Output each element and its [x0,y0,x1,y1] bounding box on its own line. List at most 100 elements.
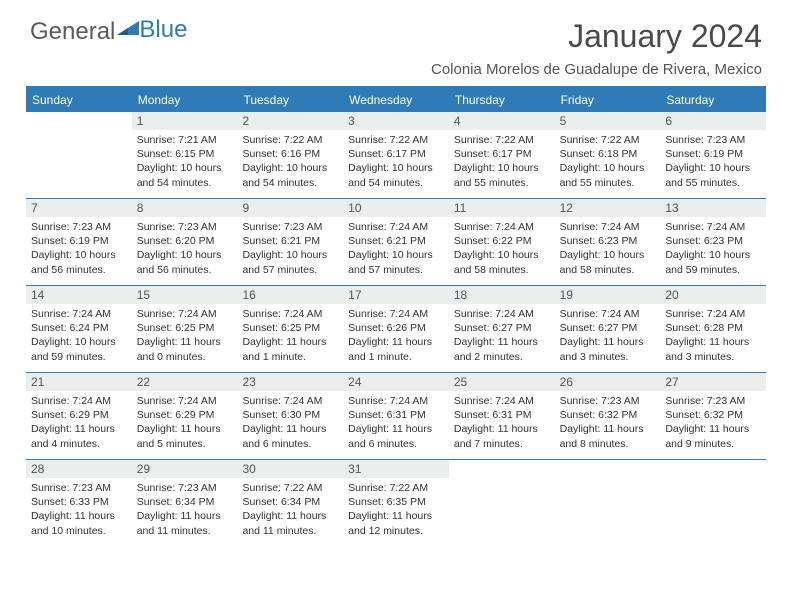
day-info: Sunrise: 7:24 AMSunset: 6:29 PMDaylight:… [26,391,132,455]
logo: General Blue [30,18,187,46]
daylight-text-1: Daylight: 11 hours [242,509,338,523]
daylight-text-2: and 54 minutes. [348,176,444,190]
day-number: 23 [237,373,343,391]
daylight-text-1: Daylight: 10 hours [31,335,127,349]
day-info: Sunrise: 7:24 AMSunset: 6:25 PMDaylight:… [132,304,238,368]
title-block: January 2024 Colonia Morelos de Guadalup… [431,18,762,78]
daylight-text-1: Daylight: 10 hours [454,248,550,262]
calendar-cell: 15Sunrise: 7:24 AMSunset: 6:25 PMDayligh… [132,286,238,372]
daylight-text-2: and 5 minutes. [137,437,233,451]
day-info: Sunrise: 7:23 AMSunset: 6:19 PMDaylight:… [26,217,132,281]
sunset-text: Sunset: 6:17 PM [348,147,444,161]
sunrise-text: Sunrise: 7:24 AM [348,394,444,408]
week-row: 21Sunrise: 7:24 AMSunset: 6:29 PMDayligh… [26,373,766,460]
calendar-cell: 27Sunrise: 7:23 AMSunset: 6:32 PMDayligh… [660,373,766,459]
daylight-text-2: and 3 minutes. [560,350,656,364]
sunrise-text: Sunrise: 7:24 AM [665,220,761,234]
sunrise-text: Sunrise: 7:23 AM [31,481,127,495]
sunset-text: Sunset: 6:21 PM [348,234,444,248]
day-number: 20 [660,286,766,304]
daylight-text-1: Daylight: 11 hours [31,422,127,436]
sunset-text: Sunset: 6:19 PM [31,234,127,248]
sunrise-text: Sunrise: 7:24 AM [31,394,127,408]
sunrise-text: Sunrise: 7:24 AM [348,307,444,321]
daylight-text-2: and 55 minutes. [454,176,550,190]
sunset-text: Sunset: 6:25 PM [242,321,338,335]
sunset-text: Sunset: 6:33 PM [31,495,127,509]
day-number: 26 [555,373,661,391]
sunrise-text: Sunrise: 7:23 AM [665,133,761,147]
day-header-tue: Tuesday [237,88,343,112]
daylight-text-1: Daylight: 10 hours [242,161,338,175]
day-number: 13 [660,199,766,217]
sunset-text: Sunset: 6:28 PM [665,321,761,335]
day-info: Sunrise: 7:24 AMSunset: 6:22 PMDaylight:… [449,217,555,281]
day-info: Sunrise: 7:22 AMSunset: 6:16 PMDaylight:… [237,130,343,194]
daylight-text-2: and 3 minutes. [665,350,761,364]
sunset-text: Sunset: 6:35 PM [348,495,444,509]
daylight-text-2: and 0 minutes. [137,350,233,364]
daylight-text-2: and 1 minute. [242,350,338,364]
day-number: 24 [343,373,449,391]
calendar-cell: 20Sunrise: 7:24 AMSunset: 6:28 PMDayligh… [660,286,766,372]
day-header-row: Sunday Monday Tuesday Wednesday Thursday… [26,88,766,112]
sunrise-text: Sunrise: 7:23 AM [560,394,656,408]
calendar-cell: 12Sunrise: 7:24 AMSunset: 6:23 PMDayligh… [555,199,661,285]
calendar-cell: 29Sunrise: 7:23 AMSunset: 6:34 PMDayligh… [132,460,238,546]
day-info: Sunrise: 7:22 AMSunset: 6:34 PMDaylight:… [237,478,343,542]
day-number: 14 [26,286,132,304]
sunrise-text: Sunrise: 7:24 AM [665,307,761,321]
sunset-text: Sunset: 6:29 PM [137,408,233,422]
sunset-text: Sunset: 6:24 PM [31,321,127,335]
daylight-text-1: Daylight: 11 hours [454,335,550,349]
day-number: 6 [660,112,766,130]
daylight-text-2: and 8 minutes. [560,437,656,451]
daylight-text-2: and 11 minutes. [242,524,338,538]
sunset-text: Sunset: 6:34 PM [242,495,338,509]
sunrise-text: Sunrise: 7:24 AM [560,220,656,234]
day-info: Sunrise: 7:23 AMSunset: 6:21 PMDaylight:… [237,217,343,281]
sunset-text: Sunset: 6:23 PM [665,234,761,248]
logo-text-a: General [30,18,115,46]
day-info: Sunrise: 7:24 AMSunset: 6:21 PMDaylight:… [343,217,449,281]
calendar-cell: 6Sunrise: 7:23 AMSunset: 6:19 PMDaylight… [660,112,766,198]
calendar-cell: 5Sunrise: 7:22 AMSunset: 6:18 PMDaylight… [555,112,661,198]
calendar-cell: 14Sunrise: 7:24 AMSunset: 6:24 PMDayligh… [26,286,132,372]
sunrise-text: Sunrise: 7:22 AM [454,133,550,147]
day-number: 30 [237,460,343,478]
sunset-text: Sunset: 6:34 PM [137,495,233,509]
sunset-text: Sunset: 6:17 PM [454,147,550,161]
week-row: 1Sunrise: 7:21 AMSunset: 6:15 PMDaylight… [26,112,766,199]
day-info: Sunrise: 7:24 AMSunset: 6:31 PMDaylight:… [449,391,555,455]
sunrise-text: Sunrise: 7:24 AM [454,307,550,321]
sunrise-text: Sunrise: 7:23 AM [137,220,233,234]
sunrise-text: Sunrise: 7:24 AM [242,394,338,408]
day-header-thu: Thursday [449,88,555,112]
day-number: 17 [343,286,449,304]
day-info: Sunrise: 7:23 AMSunset: 6:33 PMDaylight:… [26,478,132,542]
day-number: 7 [26,199,132,217]
daylight-text-1: Daylight: 11 hours [31,509,127,523]
daylight-text-2: and 10 minutes. [31,524,127,538]
week-row: 7Sunrise: 7:23 AMSunset: 6:19 PMDaylight… [26,199,766,286]
day-number: 1 [132,112,238,130]
calendar-cell: 9Sunrise: 7:23 AMSunset: 6:21 PMDaylight… [237,199,343,285]
day-number: 4 [449,112,555,130]
daylight-text-2: and 59 minutes. [665,263,761,277]
sunrise-text: Sunrise: 7:24 AM [348,220,444,234]
sunset-text: Sunset: 6:29 PM [31,408,127,422]
day-info: Sunrise: 7:24 AMSunset: 6:27 PMDaylight:… [555,304,661,368]
daylight-text-1: Daylight: 11 hours [242,422,338,436]
sunset-text: Sunset: 6:27 PM [560,321,656,335]
day-info: Sunrise: 7:24 AMSunset: 6:24 PMDaylight:… [26,304,132,368]
daylight-text-1: Daylight: 11 hours [348,509,444,523]
calendar: Sunday Monday Tuesday Wednesday Thursday… [26,86,766,546]
day-number: 27 [660,373,766,391]
daylight-text-1: Daylight: 11 hours [242,335,338,349]
daylight-text-1: Daylight: 11 hours [137,422,233,436]
sunset-text: Sunset: 6:25 PM [137,321,233,335]
sunrise-text: Sunrise: 7:23 AM [665,394,761,408]
sunrise-text: Sunrise: 7:24 AM [454,394,550,408]
daylight-text-1: Daylight: 10 hours [348,161,444,175]
calendar-cell: 21Sunrise: 7:24 AMSunset: 6:29 PMDayligh… [26,373,132,459]
